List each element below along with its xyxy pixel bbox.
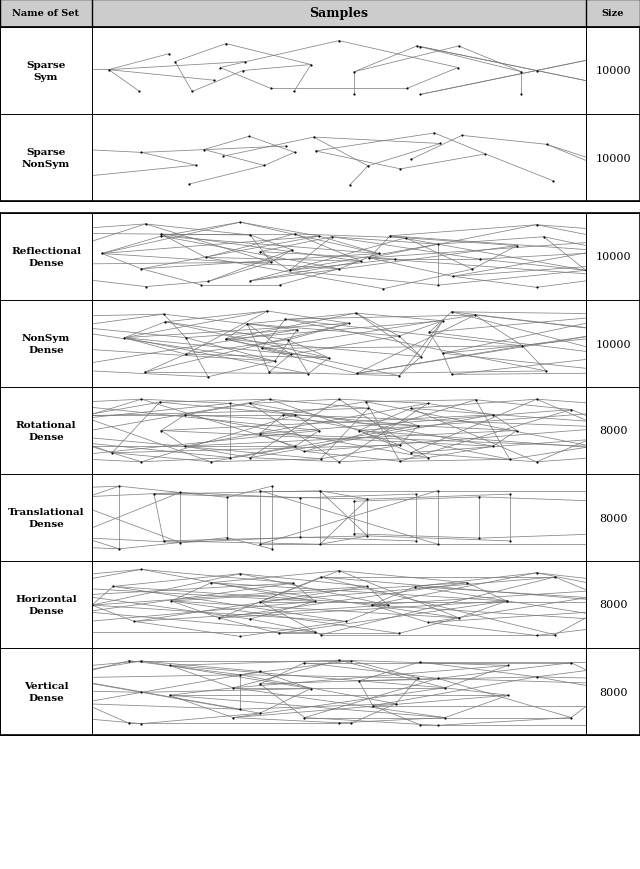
Text: 8000: 8000 bbox=[599, 513, 627, 523]
Text: 8000: 8000 bbox=[599, 600, 627, 610]
Text: Translational
Dense: Translational Dense bbox=[8, 507, 84, 528]
Text: Sparse
Sym: Sparse Sym bbox=[26, 61, 66, 82]
Text: 8000: 8000 bbox=[599, 426, 627, 436]
Text: NonSym
Dense: NonSym Dense bbox=[22, 334, 70, 355]
Text: Sparse
NonSym: Sparse NonSym bbox=[22, 148, 70, 169]
Text: Size: Size bbox=[602, 10, 624, 18]
Text: 10000: 10000 bbox=[595, 66, 631, 76]
Text: Vertical
Dense: Vertical Dense bbox=[24, 681, 68, 702]
Text: 10000: 10000 bbox=[595, 252, 631, 262]
Text: Name of Set: Name of Set bbox=[13, 10, 79, 18]
Text: Reflectional
Dense: Reflectional Dense bbox=[11, 247, 81, 268]
Text: 10000: 10000 bbox=[595, 153, 631, 163]
Text: Horizontal
Dense: Horizontal Dense bbox=[15, 594, 77, 615]
Text: 10000: 10000 bbox=[595, 339, 631, 349]
Text: 8000: 8000 bbox=[599, 687, 627, 697]
Text: Samples: Samples bbox=[310, 8, 369, 21]
Text: Rotational
Dense: Rotational Dense bbox=[16, 421, 76, 441]
